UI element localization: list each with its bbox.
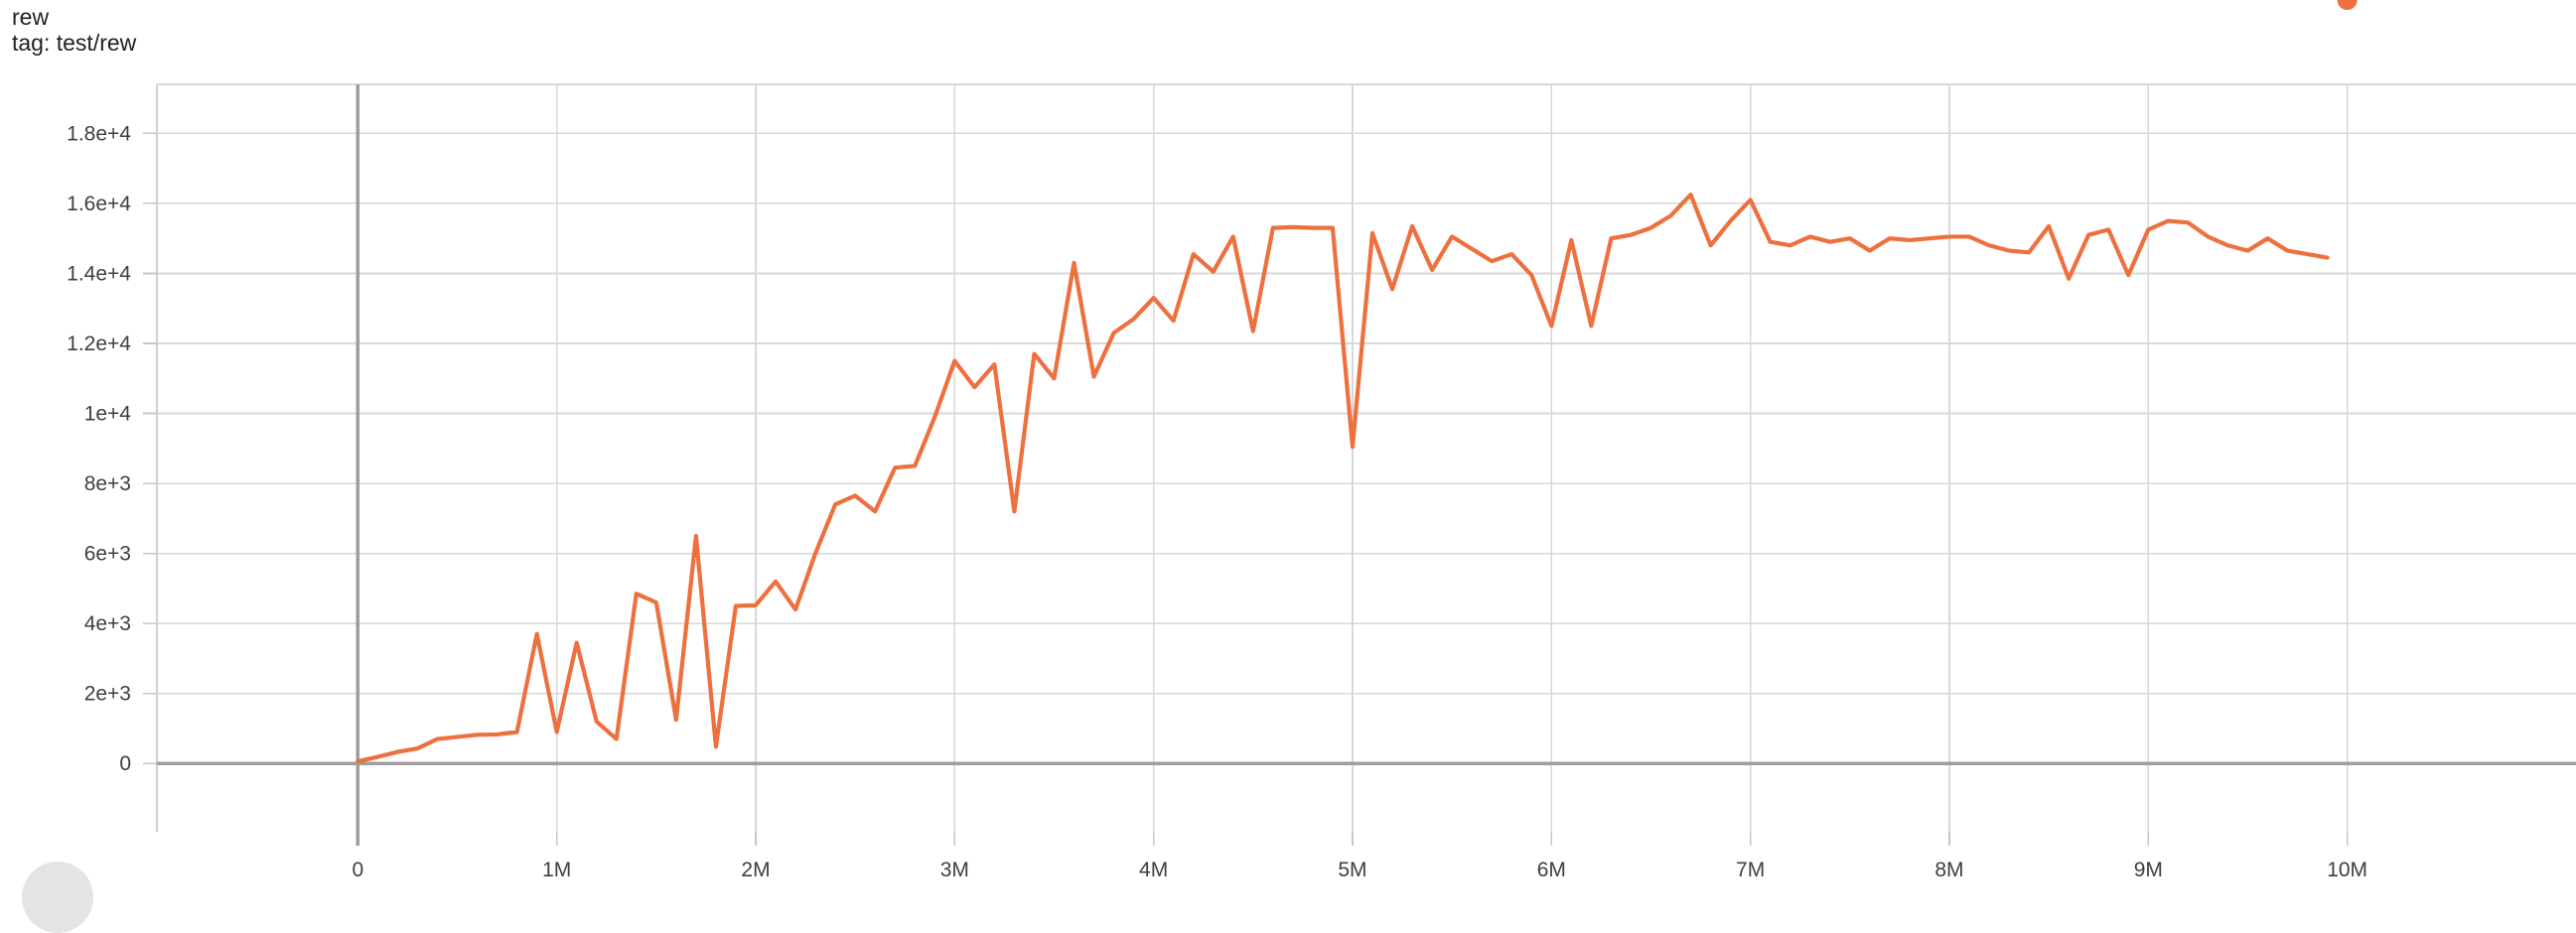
y-tickmarks	[143, 132, 157, 765]
series-test-rew[interactable]	[356, 193, 2330, 764]
x-tick-label: 1M	[542, 859, 571, 881]
chart-header: rew tag: test/rew	[12, 4, 906, 56]
chart-tag-subtitle: tag: test/rew	[12, 30, 137, 56]
x-tick-label: 7M	[1736, 859, 1765, 881]
y-tick-label: 1.2e+4	[67, 333, 131, 355]
x-tick-label: 10M	[2327, 859, 2367, 881]
y-tick-label: 0	[119, 752, 131, 775]
y-tick-label: 6e+3	[84, 543, 131, 566]
x-axis-tick-labels: 0 1M 2M 3M 4M 5M 6M 7M 8M 9M 10M	[352, 859, 2367, 881]
x-tick-label: 6M	[1537, 859, 1566, 881]
x-tick-label: 2M	[741, 859, 770, 881]
endpoint-marker[interactable]	[2337, 0, 2358, 10]
series-endpoint-dot[interactable]	[2337, 0, 2358, 10]
page-title: rew	[12, 4, 50, 30]
series-line-test-rew[interactable]	[356, 193, 2330, 764]
x-tick-label: 3M	[940, 859, 969, 881]
x-tick-label: 9M	[2134, 859, 2163, 881]
plot-frame	[156, 83, 2576, 832]
y-axis-tick-labels: 0 2e+3 4e+3 6e+3 8e+3 1e+4 1.2e+4 1.4e+4 1.6e+4 1…	[67, 122, 131, 775]
y-tick-label: 1.4e+4	[67, 262, 131, 285]
y-tick-label: 8e+3	[84, 472, 131, 495]
y-tick-label: 4e+3	[84, 612, 131, 635]
zero-axes	[157, 84, 2576, 846]
y-tick-label: 1.6e+4	[67, 193, 131, 215]
x-gridlines	[555, 84, 2349, 832]
line-chart-svg[interactable]: 0 2e+3 4e+3 6e+3 8e+3 1e+4 1.2e+4 1.4e+4 1.6e+4 1…	[0, 0, 2576, 889]
x-tick-label: 0	[352, 859, 363, 881]
x-tick-label: 5M	[1338, 859, 1366, 881]
plot-area[interactable]: 0 2e+3 4e+3 6e+3 8e+3 1e+4 1.2e+4 1.4e+4 1.6e+4 1…	[0, 0, 2576, 889]
x-tickmarks	[357, 832, 2349, 846]
y-tick-label: 2e+3	[84, 683, 131, 706]
y-tick-label: 1e+4	[84, 403, 132, 426]
y-tick-label: 1.8e+4	[67, 122, 131, 145]
x-tick-label: 8M	[1934, 859, 1963, 881]
y-gridlines	[157, 132, 2576, 695]
x-tick-label: 4M	[1139, 859, 1168, 881]
